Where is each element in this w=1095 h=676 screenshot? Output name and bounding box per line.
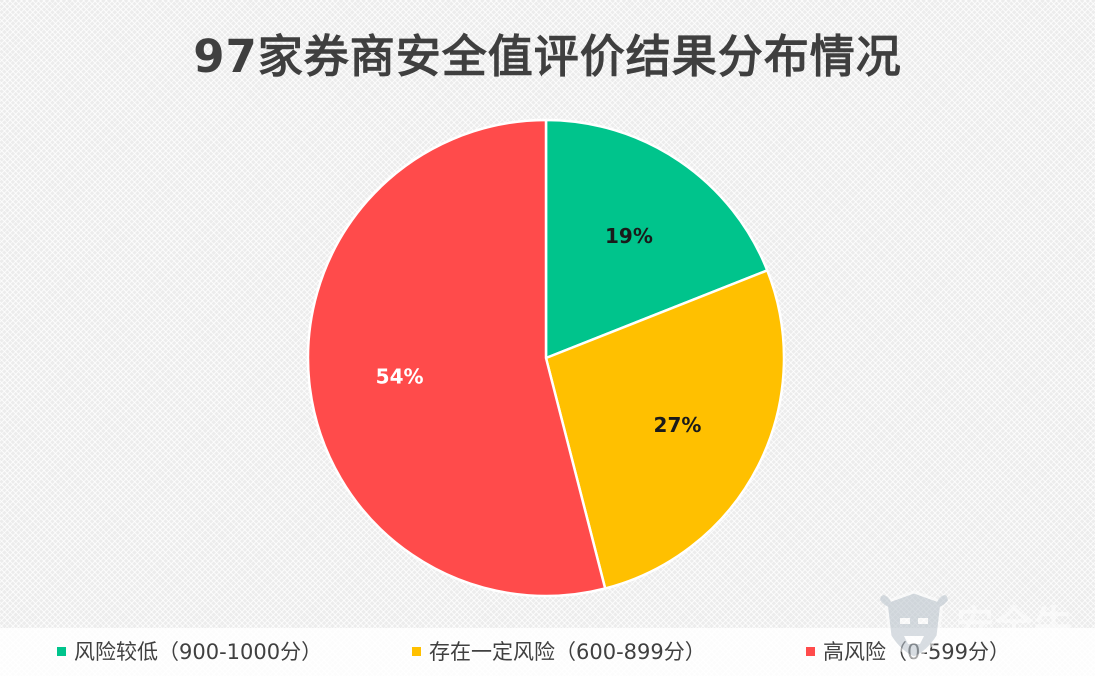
legend-item-low-risk: 风险较低（900-1000分）	[57, 636, 322, 666]
pie-slice-low-risk	[544, 118, 769, 360]
watermark-text: 安全牛	[956, 603, 1074, 647]
pie-label-some-risk: 27%	[654, 413, 702, 437]
pie-slice-some-risk	[544, 269, 786, 590]
shield-bull-logo-icon	[880, 590, 948, 660]
pie-slice-high-risk	[306, 118, 607, 598]
watermark: 安全牛 .com	[876, 586, 1090, 666]
pie-label-low-risk: 19%	[605, 224, 653, 248]
legend-swatch-low-risk	[57, 646, 66, 656]
legend-item-some-risk: 存在一定风险（600-899分）	[412, 636, 706, 666]
legend-label-some-risk: 存在一定风险（600-899分）	[429, 640, 706, 664]
watermark-sub: .com	[996, 640, 1030, 656]
legend-swatch-some-risk	[412, 646, 421, 656]
chart-title: 97家券商安全值评价结果分布情况	[193, 30, 902, 83]
pie-label-high-risk: 54%	[376, 364, 424, 388]
legend-label-low-risk: 风险较低（900-1000分）	[74, 640, 323, 664]
legend-swatch-high-risk	[806, 646, 815, 656]
